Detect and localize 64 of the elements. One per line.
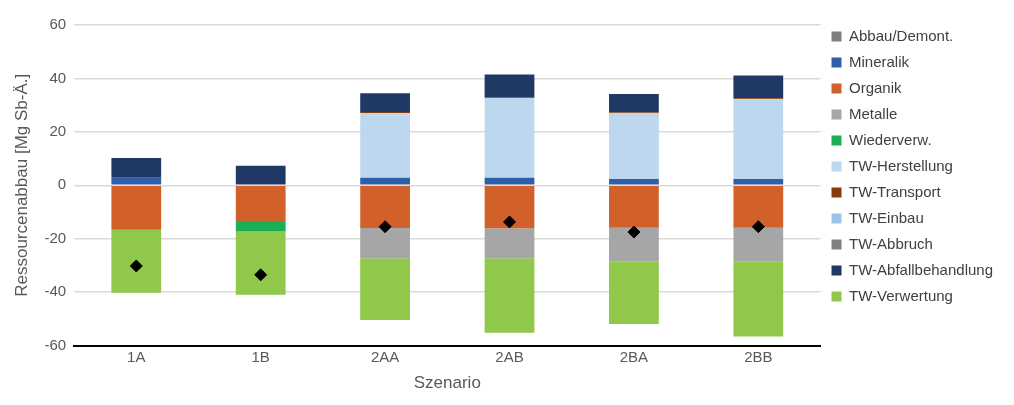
point — [378, 220, 392, 234]
bar — [111, 186, 162, 230]
bar — [360, 177, 410, 185]
x-tick-label: 2AB — [495, 347, 524, 365]
bar — [609, 186, 659, 228]
point — [254, 268, 268, 282]
y-tick-label: 0 — [57, 175, 67, 193]
bar — [484, 177, 535, 185]
y-tick-label: 40 — [49, 68, 67, 86]
x-tick-label: 2BB — [744, 347, 773, 365]
legend-label: Metalle — [849, 104, 898, 122]
point — [751, 220, 765, 234]
bar — [609, 178, 659, 185]
bar — [609, 113, 659, 179]
bar — [235, 165, 286, 185]
bar — [360, 112, 410, 178]
bar — [235, 186, 286, 222]
bar — [609, 261, 659, 324]
bar — [484, 258, 535, 333]
legend-label: Organik — [849, 78, 903, 96]
legend-label: TW-Verwertung — [849, 286, 953, 304]
y-tick-label: -20 — [44, 228, 67, 246]
bar — [484, 228, 535, 259]
x-tick-label: 2AA — [370, 347, 400, 365]
point — [503, 215, 516, 229]
x-tick-label: 2BA — [619, 347, 649, 365]
legend-label: TW-Herstellung — [849, 156, 953, 174]
bar — [733, 75, 784, 99]
bar — [609, 227, 659, 262]
legend-label: TW-Abbruch — [849, 234, 933, 252]
x-axis-title: Szenario — [413, 373, 481, 393]
bar — [111, 229, 162, 293]
y-axis-title: Ressourcenabbau [Mg Sb-Ä.] — [11, 73, 31, 297]
legend-label: TW-Einbau — [849, 208, 924, 226]
bar — [484, 97, 535, 178]
y-tick-label: 20 — [49, 122, 67, 140]
bar — [484, 186, 535, 229]
point — [627, 225, 641, 239]
bar — [360, 228, 410, 259]
bar — [733, 227, 784, 262]
bar — [609, 93, 659, 113]
bar — [484, 74, 535, 98]
bar — [111, 177, 162, 185]
legend-label: Abbau/Demont. — [849, 26, 954, 44]
y-tick-label: -60 — [44, 335, 67, 353]
y-tick-label: 60 — [49, 15, 67, 33]
bar — [111, 158, 162, 178]
y-tick-label: -40 — [44, 282, 67, 300]
legend-label: TW-Transport — [849, 182, 942, 200]
bar — [235, 221, 286, 232]
bar — [360, 93, 410, 113]
x-tick-label: 1A — [127, 347, 146, 365]
legend-label: Wiederverw. — [849, 130, 932, 148]
x-tick-label: 1B — [251, 347, 270, 365]
legend-label: Mineralik — [849, 52, 910, 70]
bar — [360, 186, 410, 229]
legend-label: TW-Abfallbehandlung — [849, 260, 993, 278]
bar — [360, 258, 410, 320]
bar — [733, 186, 784, 228]
bar — [235, 231, 286, 295]
bar — [733, 99, 784, 179]
bar — [733, 178, 784, 185]
point — [129, 259, 143, 273]
bar — [733, 261, 784, 337]
